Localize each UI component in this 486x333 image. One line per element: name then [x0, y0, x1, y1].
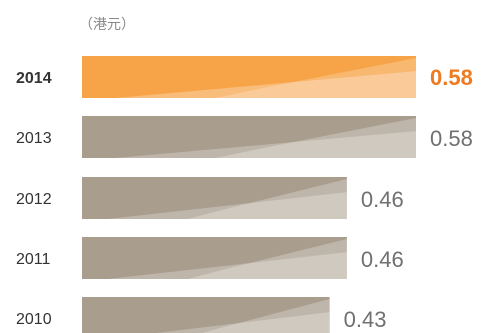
bar-2011-wedge-outer: [108, 252, 347, 279]
year-label-2012: 2012: [16, 191, 52, 208]
bar-2012: [82, 177, 347, 219]
bar-2010-wedge-outer: [156, 312, 330, 333]
row-2014: 2014 0.58: [16, 56, 473, 98]
bar-2010: [82, 297, 330, 333]
value-label-2012: 0.46: [361, 187, 404, 212]
bar-2014-wedge-inner: [215, 58, 416, 98]
row-2013: 2013 0.58: [16, 116, 473, 158]
value-label-2010: 0.43: [344, 307, 387, 332]
bar-2011: [82, 237, 347, 279]
year-label-2011: 2011: [16, 251, 51, 268]
bar-2013-wedge-outer: [115, 131, 417, 158]
bar-2013: [82, 116, 416, 158]
year-label-2014: 2014: [16, 70, 52, 87]
bar-2011-wedge-inner: [187, 239, 347, 279]
value-label-2011: 0.46: [361, 247, 404, 272]
year-label-2010: 2010: [16, 311, 52, 328]
value-label-2014: 0.58: [430, 65, 473, 90]
row-2012: 2012 0.46: [16, 177, 404, 219]
row-2011: 2011 0.46: [16, 237, 404, 279]
bar-2010-wedge-inner: [202, 299, 330, 333]
bar-2013-wedge-inner: [215, 118, 416, 158]
bar-2014: [82, 56, 416, 98]
value-label-2013: 0.58: [430, 126, 473, 151]
bar-2014-wedge-outer: [115, 71, 417, 98]
row-2010: 2010 0.43: [16, 297, 386, 333]
bar-2012-wedge-inner: [187, 179, 347, 219]
unit-label: （港元）: [79, 17, 135, 33]
year-label-2013: 2013: [16, 130, 52, 147]
bar-2012-wedge-outer: [108, 192, 347, 219]
